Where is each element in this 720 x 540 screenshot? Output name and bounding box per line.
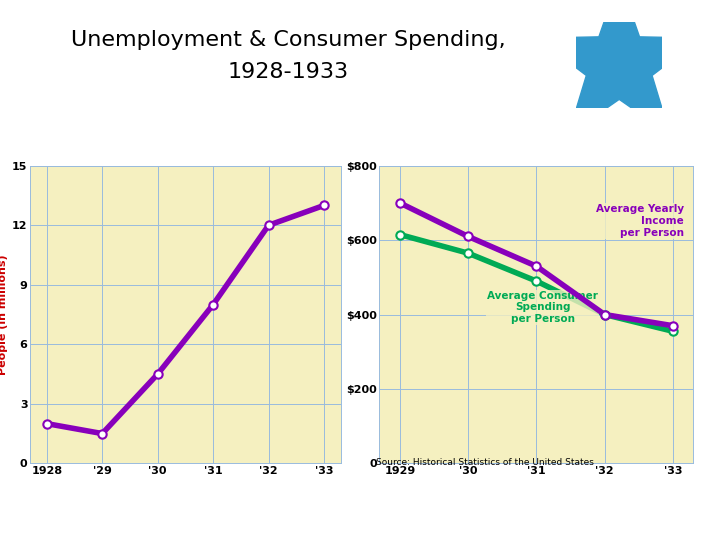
Text: 1928-1933: 1928-1933 [228,62,348,82]
Y-axis label: People (in millions): People (in millions) [0,254,8,375]
Text: Unemployment: Unemployment [120,139,251,154]
Text: Unemployment & Consumer Spending,: Unemployment & Consumer Spending, [71,30,505,50]
Text: Average Consumer
Spending
per Person: Average Consumer Spending per Person [487,291,598,324]
Polygon shape [537,0,701,134]
Text: Source: Historical Statistics of the United States: Source: Historical Statistics of the Uni… [376,458,594,467]
Text: Average Yearly
Income
per Person: Average Yearly Income per Person [596,205,684,238]
Text: Income and Spending: Income and Spending [444,139,629,154]
